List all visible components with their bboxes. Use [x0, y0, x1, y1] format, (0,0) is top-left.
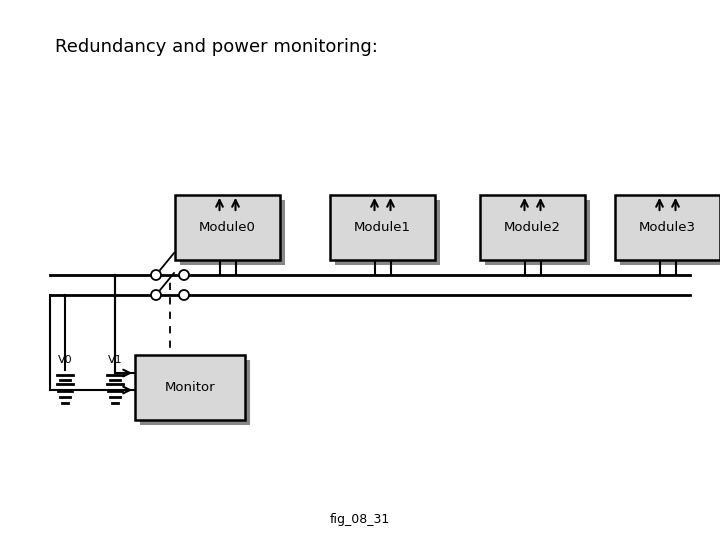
Text: V0: V0 [58, 355, 72, 365]
Text: Module3: Module3 [639, 221, 696, 234]
Bar [620, 200, 720, 265]
Bar [140, 360, 250, 425]
Bar [480, 195, 585, 260]
Text: Module1: Module1 [354, 221, 411, 234]
Bar [485, 200, 590, 265]
Text: Monitor: Monitor [165, 381, 215, 394]
Circle shape [179, 270, 189, 280]
Bar [330, 195, 435, 260]
Circle shape [151, 270, 161, 280]
Text: Redundancy and power monitoring:: Redundancy and power monitoring: [55, 38, 378, 56]
Text: Module0: Module0 [199, 221, 256, 234]
Bar [135, 355, 245, 420]
Bar [175, 195, 280, 260]
Bar [615, 195, 720, 260]
Text: fig_08_31: fig_08_31 [330, 514, 390, 526]
Text: Module2: Module2 [504, 221, 561, 234]
Text: V1: V1 [108, 355, 122, 365]
Circle shape [179, 290, 189, 300]
Bar [335, 200, 440, 265]
Circle shape [151, 290, 161, 300]
Bar [180, 200, 285, 265]
